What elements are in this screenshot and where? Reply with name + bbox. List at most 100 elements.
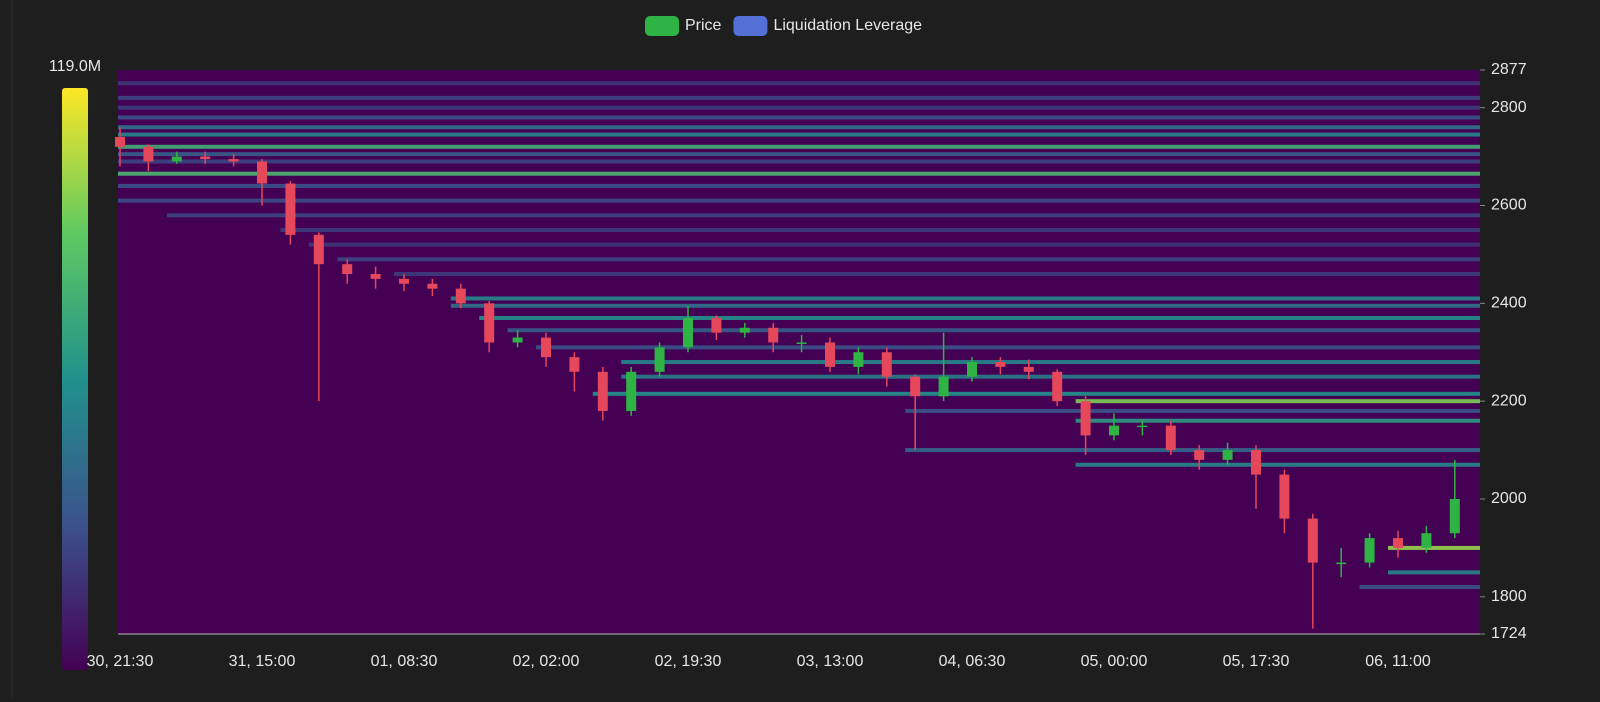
- x-tick-label: 05, 00:00: [1081, 653, 1148, 670]
- candle-body: [1421, 533, 1432, 548]
- x-tick-label: 01, 08:30: [371, 653, 438, 670]
- candle-body: [370, 273, 381, 279]
- candle-body: [541, 337, 551, 358]
- candle-body: [995, 362, 1006, 367]
- candle-body: [313, 234, 324, 265]
- liquidation-band: [118, 183, 1480, 188]
- candle-body: [1165, 425, 1176, 451]
- plot-background: [118, 70, 1480, 634]
- candle-body: [1052, 371, 1063, 402]
- y-tick-label: 2000: [1491, 490, 1527, 507]
- candle-body: [1449, 498, 1460, 534]
- liquidation-band: [118, 132, 1480, 137]
- legend-swatch: [645, 16, 679, 36]
- liquidation-band: [536, 345, 1480, 350]
- liquidation-band: [1359, 585, 1480, 590]
- liquidation-band: [1075, 399, 1480, 404]
- y-tick-label: 1800: [1491, 588, 1527, 605]
- candle-body: [938, 376, 949, 397]
- candle-body: [569, 357, 580, 372]
- liquidation-band: [166, 213, 1480, 218]
- candle-body: [853, 352, 864, 367]
- liquidation-band: [118, 159, 1480, 164]
- candle-body: [1364, 538, 1375, 563]
- heatmap: [118, 81, 1480, 590]
- liquidation-band: [118, 115, 1480, 120]
- liquidation-band: [450, 303, 1480, 308]
- x-tick-label: 30, 21:30: [87, 653, 154, 670]
- liquidation-band: [280, 227, 1480, 232]
- candle-body: [171, 156, 182, 162]
- candle-body: [1222, 450, 1233, 460]
- candle-body: [1307, 518, 1318, 563]
- liquidation-band: [394, 271, 1480, 276]
- liquidation-band: [118, 152, 1480, 157]
- x-tick-label: 04, 06:30: [939, 653, 1006, 670]
- y-tick-label: 2400: [1491, 295, 1527, 312]
- liquidation-band: [118, 171, 1480, 176]
- liquidation-band: [905, 408, 1480, 413]
- liquidation-band: [621, 360, 1480, 365]
- colorbar: [62, 88, 88, 670]
- candle-body: [711, 318, 722, 333]
- candle-body: [626, 371, 637, 411]
- candle-body: [115, 137, 125, 147]
- y-tick-label: 1724: [1491, 625, 1527, 642]
- liquidation-band: [1388, 545, 1480, 550]
- y-tick-label: 2800: [1491, 99, 1527, 116]
- legend-label: Price: [685, 17, 722, 34]
- liquidation-band: [1388, 570, 1480, 575]
- candle-body: [1137, 425, 1148, 428]
- candle-body: [1109, 425, 1119, 436]
- candle-body: [825, 342, 835, 367]
- liquidation-band: [621, 374, 1480, 379]
- candle-body: [967, 362, 977, 377]
- candle-body: [910, 376, 921, 397]
- candle-body: [796, 342, 807, 344]
- liquidation-band: [118, 105, 1480, 110]
- candle-body: [739, 327, 750, 333]
- x-tick-label: 31, 15:00: [229, 653, 296, 670]
- candle-body: [654, 347, 665, 372]
- liquidation-band: [905, 448, 1480, 453]
- colorbar-max-label: 119.0M: [49, 58, 101, 75]
- candle-body: [427, 283, 438, 289]
- liquidation-band: [479, 316, 1480, 321]
- liquidation-band: [1075, 418, 1480, 423]
- liquidation-band: [118, 95, 1480, 100]
- candle-body: [1393, 538, 1403, 548]
- candles: [115, 127, 1460, 629]
- x-tick-label: 05, 17:30: [1223, 653, 1290, 670]
- candle-body: [200, 156, 211, 160]
- legend-label: Liquidation Leverage: [773, 17, 922, 34]
- candle-body: [1023, 366, 1034, 372]
- legend-swatch: [733, 16, 768, 36]
- candle-body: [881, 352, 892, 377]
- candle-body: [683, 318, 693, 348]
- liquidation-band: [118, 144, 1480, 149]
- candle-body: [484, 303, 495, 343]
- candle-body: [399, 278, 409, 284]
- liquidation-band: [308, 242, 1480, 247]
- y-tick-label: 2200: [1491, 392, 1527, 409]
- liquidation-band: [337, 257, 1480, 262]
- candle-body: [1251, 450, 1261, 475]
- liquidation-band: [507, 328, 1480, 333]
- liquidation-band: [118, 81, 1480, 86]
- liquidation-band: [1075, 462, 1480, 467]
- candle-body: [342, 264, 353, 274]
- candle-body: [1336, 562, 1347, 565]
- liquidation-band: [118, 125, 1480, 130]
- candle-body: [143, 146, 154, 162]
- x-tick-label: 02, 02:00: [513, 653, 580, 670]
- candle-body: [597, 371, 608, 411]
- candle-body: [768, 327, 779, 343]
- candle-body: [1080, 401, 1091, 436]
- liquidation-band: [118, 198, 1480, 203]
- candle-body: [1194, 450, 1205, 460]
- candle-body: [257, 161, 267, 184]
- x-tick-label: 02, 19:30: [655, 653, 722, 670]
- liquidation-band: [592, 391, 1480, 396]
- candle-body: [1279, 474, 1290, 519]
